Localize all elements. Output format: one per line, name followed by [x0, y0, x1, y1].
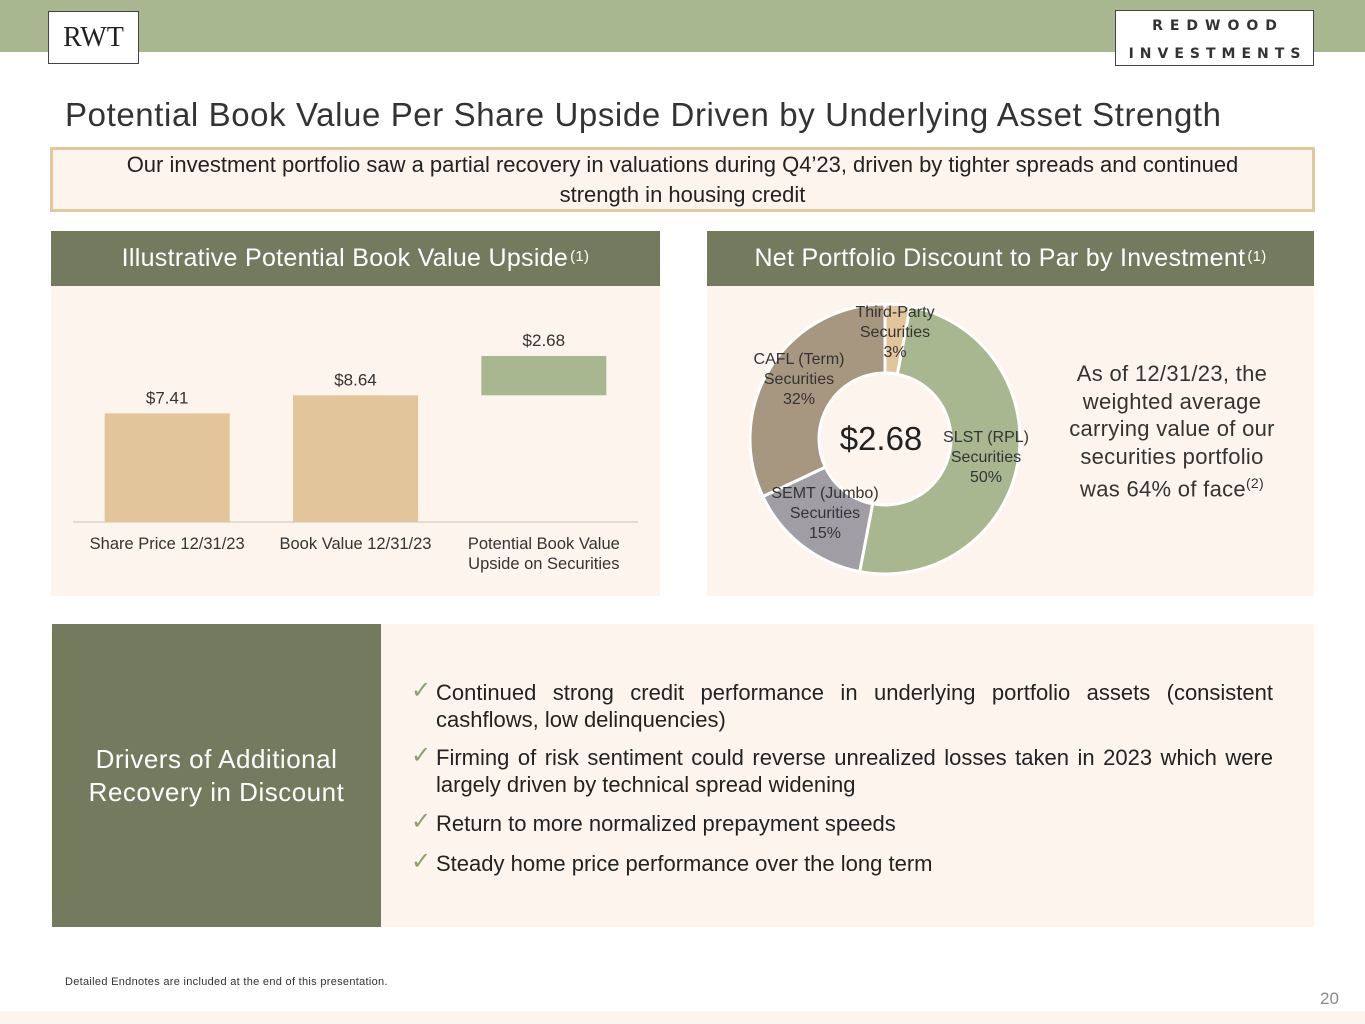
x-tick-label: Potential Book Value	[468, 535, 620, 553]
page-title: Potential Book Value Per Share Upside Dr…	[65, 96, 1222, 133]
slice-label: CAFL (Term) Securities 32%	[754, 351, 845, 408]
donut-center-label: $2.68	[840, 420, 923, 457]
right-panel-heading: Net Portfolio Discount to Par by Investm…	[707, 231, 1314, 286]
footnote: Detailed Endnotes are included at the en…	[65, 976, 388, 988]
page-number: 20	[1320, 989, 1339, 1008]
list-item: ✓ Steady home price performance over the…	[411, 850, 1273, 877]
drivers-list: ✓ Continued strong credit performance in…	[381, 624, 1314, 927]
summary-text: Our investment portfolio saw a partial r…	[126, 151, 1239, 207]
left-panel-heading-text: Illustrative Potential Book Value Upside	[121, 244, 569, 272]
bar-value-label: $2.68	[523, 331, 566, 350]
driver-text: Steady home price performance over the l…	[436, 851, 933, 876]
carrying-value-note: As of 12/31/23, the weighted average car…	[1062, 360, 1282, 503]
slice-label: SEMT (Jumbo) Securities 15%	[771, 485, 878, 542]
carrying-value-note-text: As of 12/31/23, the weighted average car…	[1069, 361, 1275, 502]
left-panel-heading-footnote: (1)	[570, 248, 590, 265]
checkmark-icon: ✓	[411, 808, 432, 835]
rwt-logo: RWT	[48, 11, 139, 64]
bar-value-label: $8.64	[334, 370, 377, 389]
slice-label: Third-Party Securities 3%	[855, 304, 934, 361]
x-tick-label: Book Value 12/31/23	[280, 535, 432, 553]
bar-value-label: $7.41	[146, 388, 189, 407]
right-panel-heading-text: Net Portfolio Discount to Par by Investm…	[754, 244, 1246, 272]
slice-label: SLST (RPL) Securities 50%	[943, 429, 1029, 486]
drivers-heading: Drivers of Additional Recovery in Discou…	[88, 743, 345, 807]
logo-line-2: INVESTMENTS	[1128, 46, 1307, 62]
list-item: ✓ Continued strong credit performance in…	[411, 679, 1273, 733]
driver-text: Return to more normalized prepayment spe…	[436, 811, 896, 836]
driver-text: Continued strong credit performance in u…	[436, 680, 1273, 732]
logo-line-1: REDWOOD	[1152, 18, 1284, 34]
redwood-logo: REDWOOD INVESTMENTS	[1115, 10, 1314, 66]
donut-slice	[857, 304, 1022, 576]
bar	[293, 395, 418, 522]
list-item: ✓ Firming of risk sentiment could revers…	[411, 744, 1273, 798]
checkmark-icon: ✓	[411, 742, 432, 769]
summary-callout: Our investment portfolio saw a partial r…	[50, 147, 1315, 212]
checkmark-icon: ✓	[411, 677, 432, 704]
right-panel-heading-footnote: (1)	[1247, 248, 1267, 265]
donut-slice	[748, 302, 887, 499]
list-item: ✓ Return to more normalized prepayment s…	[411, 810, 1273, 837]
bar	[481, 355, 607, 396]
bottom-strip	[0, 1011, 1365, 1024]
bar	[104, 413, 230, 522]
donut-chart: Third-Party Securities 3% SLST (RPL) Securit…	[748, 302, 1029, 576]
drivers-heading-box: Drivers of Additional Recovery in Discou…	[52, 624, 381, 927]
x-tick-label: Share Price 12/31/23	[90, 535, 245, 553]
carrying-value-note-footnote: (2)	[1245, 475, 1264, 491]
left-panel-heading: Illustrative Potential Book Value Upside…	[51, 231, 660, 286]
bar-chart: $7.41 Share Price 12/31/23 $8.64 Book Value…	[73, 331, 638, 573]
x-tick-label: Upside on Securities	[468, 555, 619, 573]
checkmark-icon: ✓	[411, 848, 432, 875]
driver-text: Firming of risk sentiment could reverse …	[436, 745, 1273, 797]
